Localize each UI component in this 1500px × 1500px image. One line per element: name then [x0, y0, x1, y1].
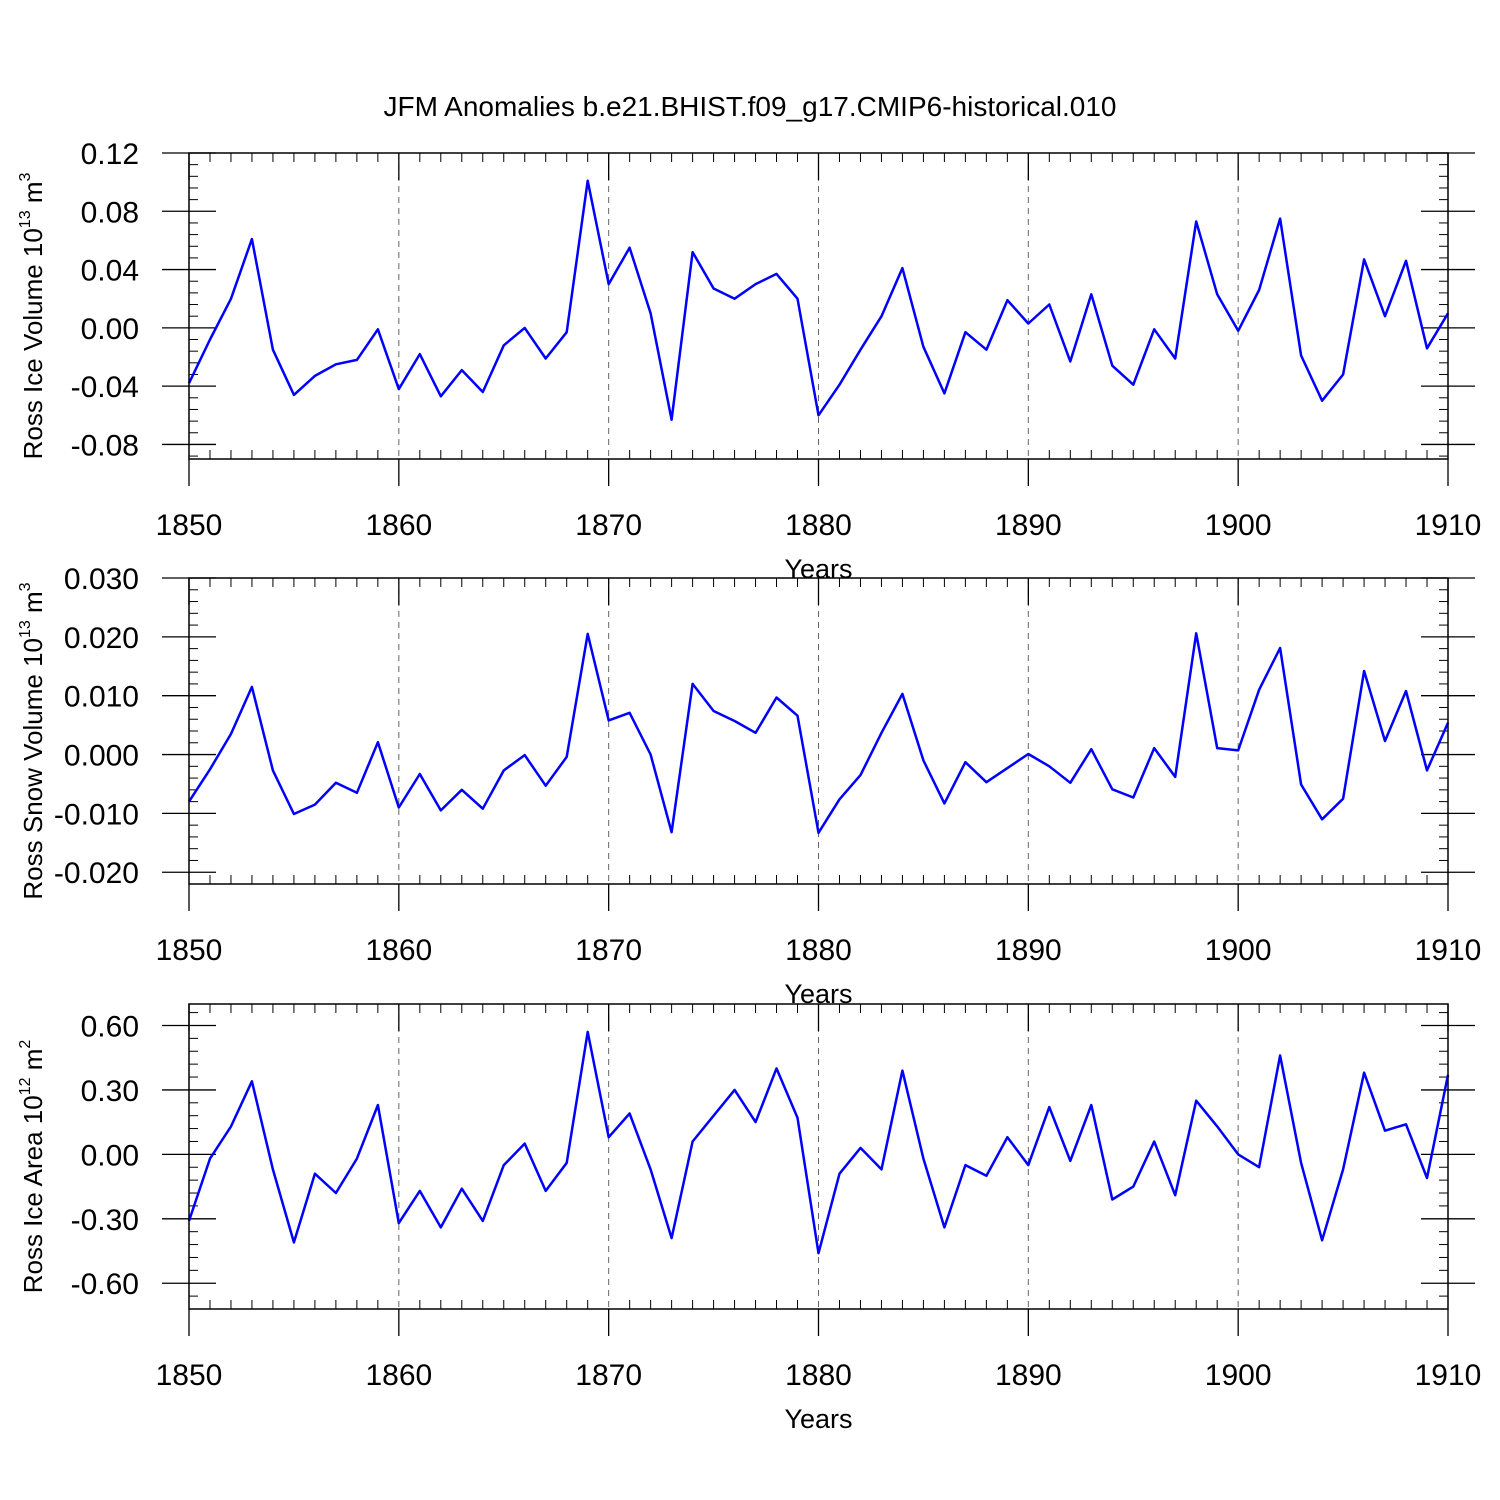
- ross-snow-volume-line: [187, 632, 1450, 835]
- y-tick-label: 0.08: [81, 196, 139, 229]
- y-axis-title-unit-exp: 3: [17, 582, 34, 591]
- x-tick-label: 1910: [1415, 509, 1482, 542]
- x-tick-label: 1900: [1205, 1359, 1272, 1392]
- y-axis-title-main: Ross Ice Volume 10: [18, 228, 48, 459]
- panel-ross-ice-area: -0.60-0.300.000.300.60 1850 1860 1870 1880 1…: [17, 1003, 1482, 1434]
- x-tick-label: 1860: [365, 934, 432, 967]
- y-axis-title: Ross Snow Volume 1013 m3: [17, 582, 48, 899]
- x-tick-label: 1900: [1205, 509, 1272, 542]
- minor-ticks: [189, 153, 1448, 459]
- y-tick-label: 0.010: [64, 681, 139, 714]
- x-axis-title: Years: [784, 1404, 852, 1434]
- y-tick-labels: -0.60 -0.30 0.00 0.30 0.60: [71, 1010, 139, 1301]
- y-tick-label: 0.12: [81, 138, 139, 171]
- x-tick-label: 1860: [365, 1359, 432, 1392]
- y-tick-label: -0.08: [71, 429, 139, 462]
- y-tick-label: 0.00: [81, 313, 139, 346]
- y-tick-label: 0.020: [64, 622, 139, 655]
- x-tick-labels: 1850 1860 1870 1880 1890 1900 1910: [156, 509, 1482, 542]
- vertical-grid: [398, 578, 1239, 884]
- ross-ice-volume-line: [187, 179, 1450, 421]
- x-tick-label: 1900: [1205, 934, 1272, 967]
- x-tick-labels: 1850 1860 1870 1880 1890 1900 1910: [156, 934, 1482, 967]
- y-axis-title-unit: m: [18, 181, 48, 210]
- y-tick-label: 0.030: [64, 563, 139, 596]
- plot-frame: [188, 577, 1449, 885]
- plot-frame: [188, 152, 1449, 460]
- minor-ticks: [189, 1004, 1448, 1310]
- y-tick-label: -0.04: [71, 371, 139, 404]
- ross-ice-area-line: [187, 1030, 1450, 1255]
- x-tick-label: 1870: [575, 509, 642, 542]
- vertical-grid: [398, 153, 1239, 459]
- y-axis-title-unit-exp: 2: [17, 1040, 34, 1049]
- y-tick-label: 0.00: [81, 1139, 139, 1172]
- y-tick-label: -0.60: [71, 1268, 139, 1301]
- y-tick-labels: -0.08 -0.04 0.00 0.04 0.08 0.12: [71, 138, 139, 462]
- x-tick-label: 1880: [785, 1359, 852, 1392]
- y-axis-title: Ross Ice Volume 1013 m3: [17, 172, 48, 459]
- x-tick-label: 1880: [785, 934, 852, 967]
- x-tick-label: 1910: [1415, 934, 1482, 967]
- plot-frame: [188, 1003, 1449, 1310]
- y-axis-title-main: Ross Snow Volume 10: [18, 638, 48, 900]
- y-tick-label: 0.30: [81, 1075, 139, 1108]
- x-tick-labels: 1850 1860 1870 1880 1890 1900 1910: [156, 1359, 1482, 1392]
- minor-ticks: [189, 578, 1448, 885]
- panel-ross-snow-volume: -0.020 -0.010 0.000 0.010 0.020 0.030 1850 186…: [17, 563, 1481, 1009]
- x-tick-label: 1870: [575, 934, 642, 967]
- x-tick-label: 1850: [156, 509, 223, 542]
- y-axis-title-unit: m: [18, 591, 48, 620]
- y-tick-label: -0.30: [71, 1204, 139, 1237]
- x-tick-label: 1890: [995, 1359, 1062, 1392]
- panel-ross-ice-volume: -0.08-0.040.000.040.080.12 1850 1860 1870 1…: [17, 138, 1481, 584]
- x-tick-label: 1850: [156, 934, 223, 967]
- y-tick-label: 0.60: [81, 1010, 139, 1043]
- x-tick-label: 1890: [995, 934, 1062, 967]
- y-axis-title-exp: 13: [17, 210, 34, 228]
- x-tick-label: 1850: [156, 1359, 223, 1392]
- y-tick-label: -0.010: [54, 798, 139, 831]
- y-axis-title-exp: 12: [17, 1077, 34, 1095]
- y-axis-title-unit-exp: 3: [17, 172, 34, 181]
- y-tick-label: 0.000: [64, 740, 139, 773]
- x-tick-label: 1910: [1415, 1359, 1482, 1392]
- x-tick-label: 1860: [365, 509, 432, 542]
- y-tick-labels: -0.020 -0.010 0.000 0.010 0.020 0.030: [54, 563, 139, 890]
- vertical-grid: [398, 1004, 1239, 1309]
- x-tick-label: 1870: [575, 1359, 642, 1392]
- figure-title: JFM Anomalies b.e21.BHIST.f09_g17.CMIP6-…: [383, 91, 1116, 122]
- y-axis-title-exp: 13: [17, 620, 34, 638]
- y-axis-title-unit: m: [18, 1049, 48, 1078]
- y-axis-title-main: Ross Ice Area 10: [18, 1095, 48, 1293]
- y-axis-title: Ross Ice Area 1012 m2: [17, 1040, 48, 1294]
- y-tick-label: -0.020: [54, 857, 139, 890]
- x-tick-label: 1880: [785, 509, 852, 542]
- y-tick-label: 0.04: [81, 255, 139, 288]
- x-tick-label: 1890: [995, 509, 1062, 542]
